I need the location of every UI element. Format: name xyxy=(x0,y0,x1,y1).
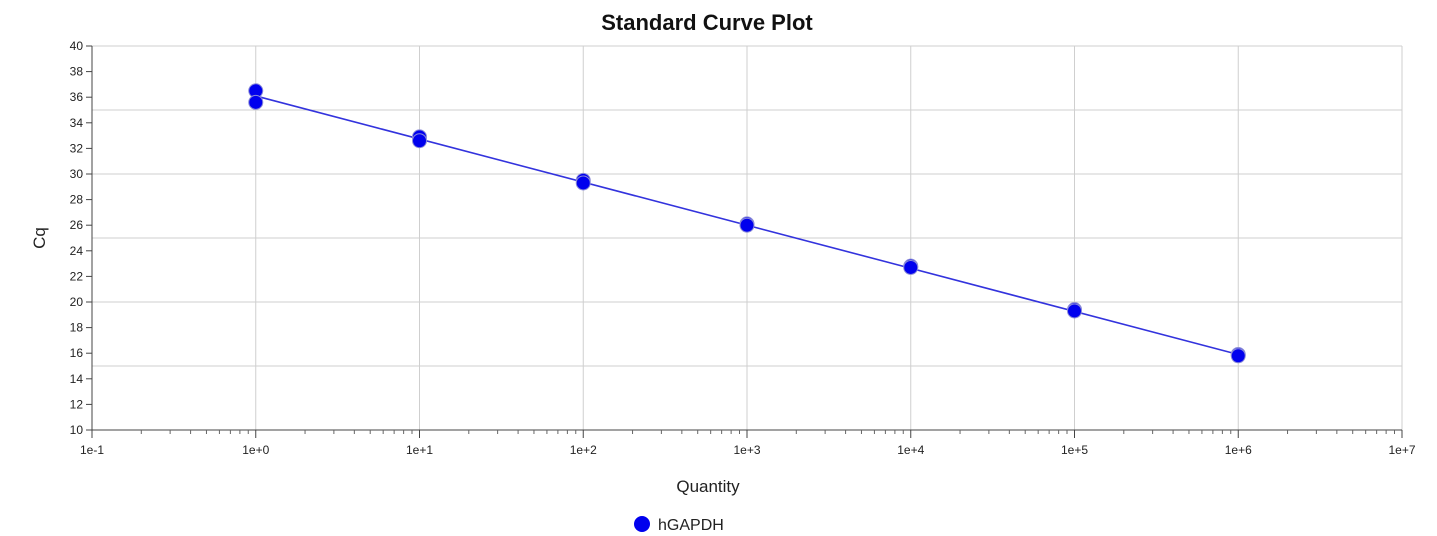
y-tick-label: 10 xyxy=(70,423,84,437)
y-tick-label: 28 xyxy=(70,193,84,207)
data-point xyxy=(739,217,755,233)
data-points xyxy=(248,83,1246,364)
y-tick-label: 14 xyxy=(70,372,84,386)
y-tick-label: 38 xyxy=(70,65,84,79)
axes: 10 12 14 16 18 20 22 24 26 28 30 32 34 36 38 40 1e-1 1e+0… xyxy=(70,39,1416,457)
data-point xyxy=(903,259,919,275)
x-tick-label: 1e+7 xyxy=(1388,443,1415,457)
y-tick-label: 32 xyxy=(70,141,84,155)
y-tick-label: 18 xyxy=(70,321,84,335)
x-tick-label: 1e+4 xyxy=(897,443,924,457)
y-tick-label: 16 xyxy=(70,346,84,360)
x-tick-label: 1e+2 xyxy=(570,443,597,457)
x-tick-label: 1e+3 xyxy=(733,443,760,457)
y-tick-label: 34 xyxy=(70,116,84,130)
x-tick-label: 1e+1 xyxy=(406,443,433,457)
grid-lines xyxy=(91,45,1403,431)
y-tick-label: 26 xyxy=(70,218,84,232)
data-point xyxy=(248,94,264,110)
y-tick-label: 12 xyxy=(70,397,84,411)
data-point xyxy=(1230,348,1246,364)
y-tick-label: 20 xyxy=(70,295,84,309)
x-tick-label: 1e+0 xyxy=(242,443,269,457)
y-axis-label: Cq xyxy=(30,227,49,249)
y-tick-label: 40 xyxy=(70,39,84,53)
y-tick-label: 30 xyxy=(70,167,84,181)
x-axis-label: Quantity xyxy=(676,477,740,496)
data-point xyxy=(1067,303,1082,319)
x-tick-label: 1e+5 xyxy=(1061,443,1088,457)
legend-marker xyxy=(634,516,650,532)
data-point xyxy=(412,133,427,149)
legend[interactable]: hGAPDH xyxy=(634,516,724,534)
data-point xyxy=(575,175,591,191)
x-tick-label: 1e+6 xyxy=(1225,443,1252,457)
y-tick-label: 22 xyxy=(70,269,84,283)
y-tick-label: 36 xyxy=(70,90,84,104)
chart-title: Standard Curve Plot xyxy=(601,10,813,35)
legend-label: hGAPDH xyxy=(658,517,724,534)
y-tick-label: 24 xyxy=(70,244,84,258)
x-tick-label: 1e-1 xyxy=(80,443,104,457)
